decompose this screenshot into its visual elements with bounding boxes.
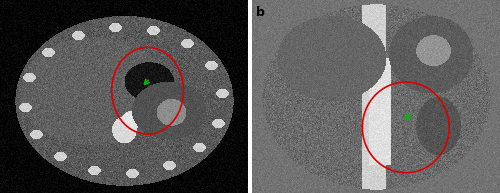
Text: a: a <box>2 6 11 19</box>
Text: b: b <box>256 6 264 19</box>
